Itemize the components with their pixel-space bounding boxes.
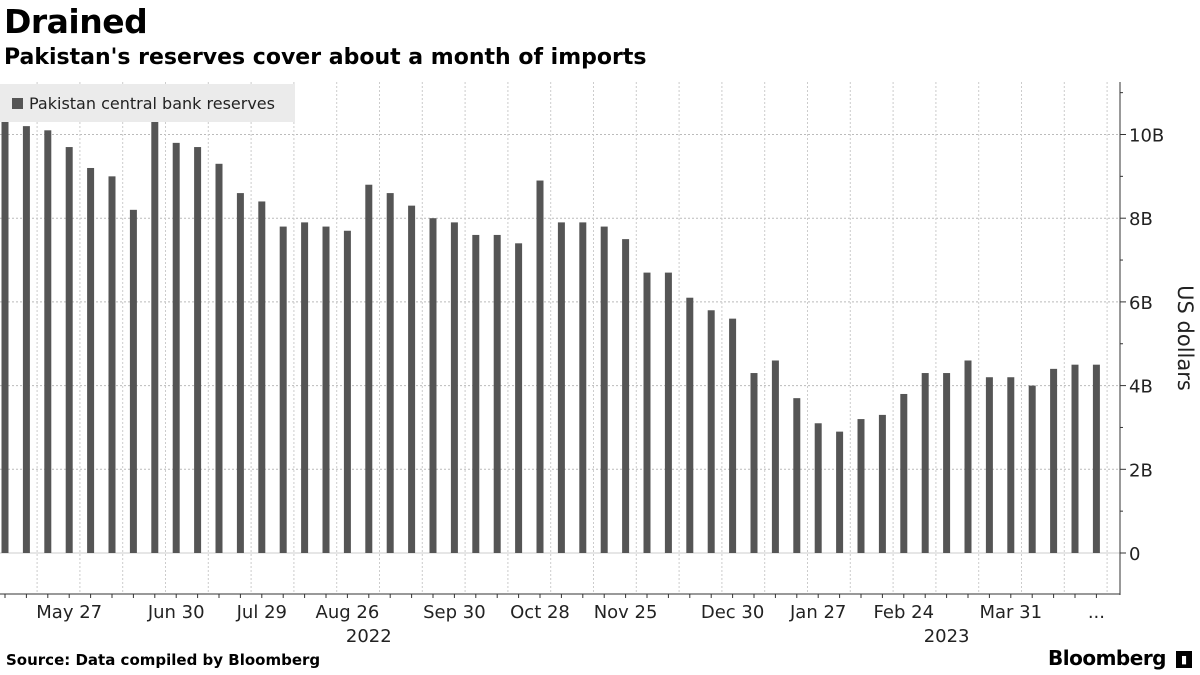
bar — [943, 373, 951, 553]
chart-title: Drained — [4, 2, 148, 41]
bar — [729, 318, 737, 553]
y-tick-label: 0 — [1129, 544, 1140, 565]
x-tick-label: Dec 30 — [701, 602, 764, 623]
x-tick-label: Aug 26 — [316, 602, 380, 623]
bar — [172, 142, 180, 553]
bar — [1, 121, 9, 553]
bar — [771, 360, 779, 553]
bar — [750, 373, 758, 553]
y-tick-label: 4B — [1129, 377, 1153, 398]
x-tick-label: Feb 24 — [874, 602, 935, 623]
y-axis-label: US dollars — [1173, 285, 1197, 391]
x-tick-label: Nov 25 — [594, 602, 658, 623]
bar — [236, 193, 244, 553]
x-tick-label: ... — [1088, 602, 1105, 623]
bar — [600, 226, 608, 553]
bar — [301, 222, 309, 553]
bar — [279, 226, 287, 553]
legend-label: Pakistan central bank reserves — [29, 93, 275, 113]
gridlines — [0, 82, 1120, 593]
bar — [557, 222, 565, 553]
chart-subtitle: Pakistan's reserves cover about a month … — [4, 45, 647, 70]
bar — [151, 121, 159, 553]
x-tick-label: Jan 27 — [789, 602, 846, 623]
bar — [686, 297, 694, 553]
bar — [921, 373, 929, 553]
bar — [215, 163, 223, 554]
bar — [44, 130, 52, 553]
bar — [515, 243, 523, 553]
bar — [65, 147, 73, 553]
y-tick-label: 10B — [1129, 126, 1164, 147]
bar — [493, 234, 501, 553]
x-tick-label: Jun 30 — [147, 602, 205, 623]
bar — [622, 239, 630, 553]
bar — [322, 226, 330, 553]
bar — [87, 167, 95, 554]
bar — [1028, 385, 1036, 553]
bar — [814, 423, 822, 553]
bar — [857, 419, 865, 553]
bar — [408, 205, 416, 553]
bar — [129, 209, 137, 553]
bar — [579, 222, 587, 553]
bar — [664, 272, 672, 553]
legend: Pakistan central bank reserves — [0, 84, 295, 122]
bars-group — [1, 121, 1100, 554]
x-tick-label: Jul 29 — [236, 602, 287, 623]
bar — [878, 414, 886, 553]
bar — [343, 230, 351, 553]
brand-logo: Bloomberg — [1048, 646, 1166, 670]
x-year-label: 2022 — [346, 626, 392, 647]
x-year-label: 2023 — [924, 626, 970, 647]
bar — [450, 222, 458, 553]
y-tick-label: 6B — [1129, 293, 1153, 314]
bar — [1050, 368, 1058, 553]
bar — [707, 310, 715, 553]
bar — [964, 360, 972, 553]
x-tick-label: Sep 30 — [423, 602, 486, 623]
bar — [386, 193, 394, 553]
bar — [194, 147, 202, 553]
bar — [22, 126, 30, 553]
x-tick-label: Mar 31 — [980, 602, 1043, 623]
bar — [643, 272, 651, 553]
bar — [472, 234, 480, 553]
bar — [793, 398, 801, 553]
y-tick-label: 2B — [1129, 460, 1153, 481]
bar — [985, 377, 993, 553]
y-axis: 0 2B 4B 6B 8B 10B — [1119, 82, 1164, 595]
bar — [836, 431, 844, 553]
bar — [108, 176, 116, 553]
bar — [900, 393, 908, 553]
bar — [258, 201, 266, 553]
bar — [1071, 364, 1079, 553]
x-axis: May 27 Jun 30 Jul 29 Aug 26 Sep 30 Oct 28 Nov … — [0, 593, 1120, 647]
x-tick-label: Oct 28 — [510, 602, 570, 623]
bar — [429, 218, 437, 553]
bar — [365, 184, 373, 553]
source-note: Source: Data compiled by Bloomberg — [6, 651, 321, 669]
x-tick-label: May 27 — [36, 602, 102, 623]
bar — [1092, 364, 1100, 553]
bar — [536, 180, 544, 553]
bar — [1007, 377, 1015, 553]
y-tick-label: 8B — [1129, 209, 1153, 230]
bloomberg-chart-icon: ▮ — [1176, 651, 1192, 668]
legend-swatch — [12, 97, 23, 109]
